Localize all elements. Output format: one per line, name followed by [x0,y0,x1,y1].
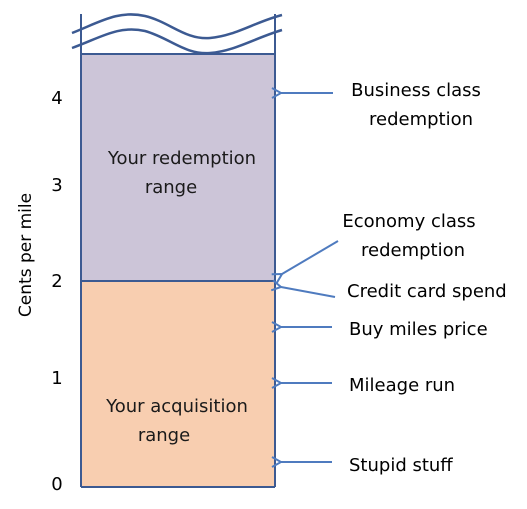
arrow-credit-card [281,287,336,298]
redemption-range-label-line2: range [145,177,197,198]
tick-label-3: 3 [51,175,62,196]
annotation-credit-card-spend: Credit card spend [347,281,507,302]
annotation-mileage-run: Mileage run [349,375,455,396]
arrow-economy-class [282,240,339,274]
acquisition-range-region [81,281,275,487]
annotation-business-class-line1: Business class [351,80,481,101]
tick-label-2: 2 [51,271,62,292]
annotation-economy-class-line2: redemption [361,240,465,261]
acquisition-range-label-line1: Your acquisition [105,396,248,417]
annotation-business-class-line2: redemption [369,109,473,130]
annotation-buy-miles-price: Buy miles price [349,319,488,340]
tick-label-4: 4 [51,88,62,109]
acquisition-range-label-line2: range [138,425,190,446]
redemption-range-label-line1: Your redemption [107,148,256,169]
tick-label-0: 0 [51,474,62,495]
tick-label-1: 1 [51,368,62,389]
annotation-economy-class-line1: Economy class [342,211,475,232]
redemption-range-region [81,54,275,281]
annotation-stupid-stuff: Stupid stuff [349,455,453,476]
annotation-arrows [281,93,339,462]
axis-break-icon [71,13,283,55]
y-axis-label: Cents per mile [16,193,36,317]
